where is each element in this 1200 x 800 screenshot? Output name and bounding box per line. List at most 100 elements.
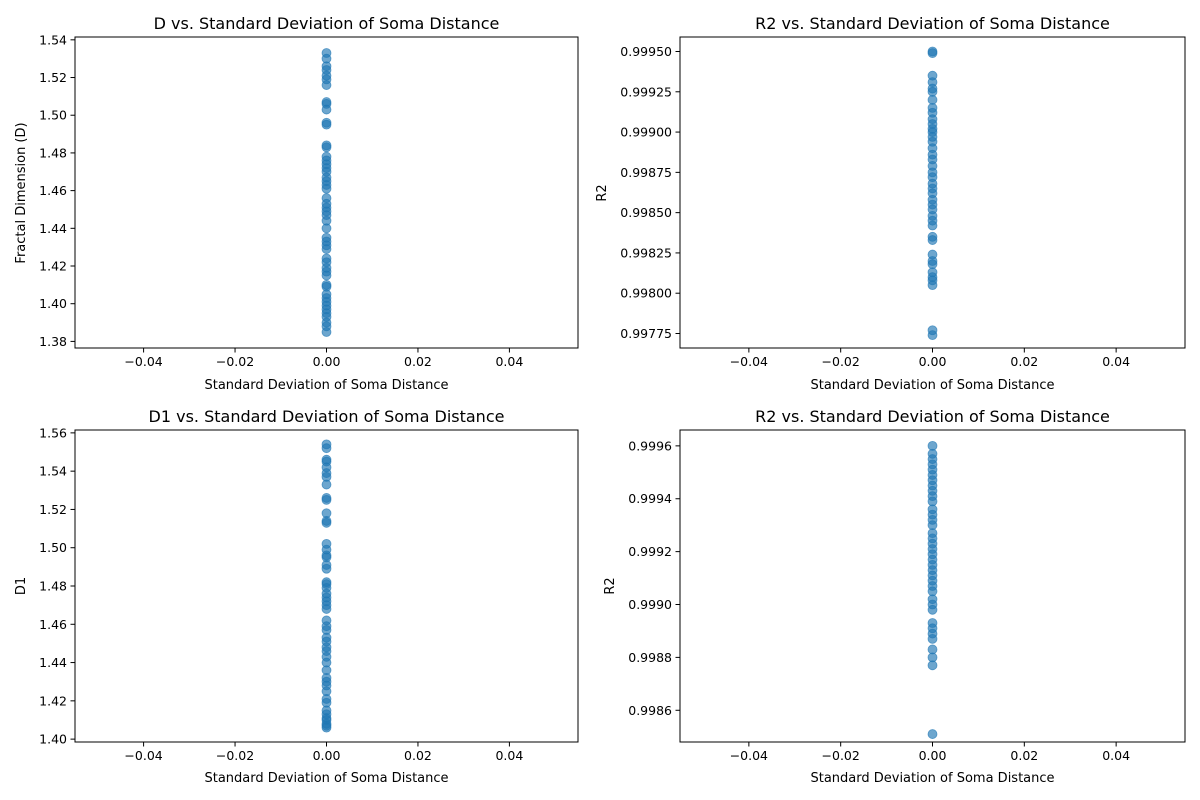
y-tick-label: 1.38 bbox=[39, 334, 67, 349]
x-tick-label: −0.02 bbox=[216, 748, 254, 763]
scatter-point bbox=[321, 443, 332, 454]
scatter-point bbox=[321, 517, 332, 528]
x-axis-ticks: −0.04 −0.02 0.00 0.02 0.04 bbox=[730, 742, 1130, 763]
scatter-point bbox=[321, 244, 332, 254]
x-tick-label: 0.04 bbox=[1102, 748, 1130, 763]
scatter-point bbox=[927, 94, 938, 105]
x-tick-label: 0.02 bbox=[1010, 748, 1038, 763]
y-tick-label: 1.48 bbox=[39, 145, 67, 160]
scatter-point bbox=[321, 604, 332, 614]
x-tick-label: 0.02 bbox=[404, 748, 432, 763]
y-axis-ticks: 0.99775 0.99800 0.99825 0.99850 0.99875 0.999… bbox=[620, 44, 680, 341]
y-tick-label: 0.9988 bbox=[628, 650, 672, 665]
y-tick-label: 1.44 bbox=[39, 655, 67, 670]
y-tick-label: 0.99925 bbox=[620, 84, 672, 99]
x-axis-label: Standard Deviation of Soma Distance bbox=[810, 771, 1054, 786]
y-axis-label: D1 bbox=[14, 577, 29, 595]
y-tick-label: 1.42 bbox=[39, 259, 67, 274]
x-axis-label: Standard Deviation of Soma Distance bbox=[204, 771, 448, 786]
x-tick-label: −0.02 bbox=[216, 354, 254, 369]
y-tick-label: 1.46 bbox=[39, 183, 67, 198]
x-tick-label: −0.04 bbox=[124, 748, 162, 763]
x-axis-ticks: −0.04 −0.02 0.00 0.02 0.04 bbox=[730, 348, 1130, 369]
chart-title: D vs. Standard Deviation of Soma Distanc… bbox=[154, 14, 500, 33]
scatter-point bbox=[321, 223, 332, 234]
x-axis-label: Standard Deviation of Soma Distance bbox=[204, 378, 448, 393]
scatter-point bbox=[321, 563, 332, 574]
y-tick-label: 1.42 bbox=[39, 693, 67, 708]
y-tick-label: 1.44 bbox=[39, 221, 67, 236]
x-axis-ticks: −0.04 −0.02 0.00 0.02 0.04 bbox=[124, 348, 523, 369]
subplot-d1-vs-std: D1 vs. Standard Deviation of Soma Distan… bbox=[14, 407, 579, 786]
scatter-point bbox=[927, 48, 938, 59]
scatter-point bbox=[321, 119, 332, 130]
scatter-point bbox=[321, 80, 332, 90]
x-tick-label: 0.02 bbox=[404, 354, 432, 369]
y-tick-label: 1.46 bbox=[39, 617, 67, 632]
y-tick-label: 1.50 bbox=[39, 108, 67, 123]
scatter-points bbox=[321, 439, 332, 733]
y-tick-label: 0.9996 bbox=[628, 438, 672, 453]
x-tick-label: 0.02 bbox=[1010, 354, 1038, 369]
y-tick-label: 1.54 bbox=[39, 464, 67, 479]
y-tick-label: 1.40 bbox=[39, 296, 67, 311]
scatter-points bbox=[927, 46, 938, 341]
x-tick-label: 0.04 bbox=[495, 354, 523, 369]
y-tick-label: 0.99850 bbox=[620, 205, 672, 220]
x-axis-label: Standard Deviation of Soma Distance bbox=[810, 378, 1054, 393]
y-tick-label: 0.99775 bbox=[620, 326, 672, 341]
subplot-r2-vs-std-top: R2 vs. Standard Deviation of Soma Distan… bbox=[595, 14, 1186, 393]
scatter-point bbox=[321, 183, 332, 194]
y-tick-label: 0.9992 bbox=[628, 544, 672, 559]
x-tick-label: 0.04 bbox=[495, 748, 523, 763]
chart-title: D1 vs. Standard Deviation of Soma Distan… bbox=[149, 407, 505, 426]
subplot-d-vs-std: D vs. Standard Deviation of Soma Distanc… bbox=[14, 14, 579, 393]
x-tick-label: 0.00 bbox=[313, 354, 341, 369]
x-tick-label: −0.04 bbox=[124, 354, 162, 369]
scatter-point bbox=[927, 660, 938, 671]
scatter-point bbox=[927, 235, 938, 245]
y-tick-label: 0.99950 bbox=[620, 44, 672, 59]
x-tick-label: 0.00 bbox=[313, 748, 341, 763]
x-tick-label: −0.02 bbox=[822, 354, 860, 369]
scatter-point bbox=[321, 327, 332, 337]
scatter-point bbox=[321, 479, 332, 490]
x-tick-label: 0.00 bbox=[919, 748, 947, 763]
y-tick-label: 1.52 bbox=[39, 70, 67, 85]
x-tick-label: 0.00 bbox=[919, 354, 947, 369]
scatter-points bbox=[321, 48, 332, 337]
scatter-point bbox=[321, 270, 332, 281]
x-tick-label: −0.04 bbox=[730, 748, 768, 763]
y-tick-label: 0.99875 bbox=[620, 165, 672, 180]
scatter-point bbox=[927, 280, 938, 291]
y-tick-label: 1.56 bbox=[39, 425, 67, 440]
y-tick-label: 1.52 bbox=[39, 502, 67, 517]
x-tick-label: 0.04 bbox=[1102, 354, 1130, 369]
y-tick-label: 1.54 bbox=[39, 32, 67, 47]
y-tick-label: 1.48 bbox=[39, 579, 67, 594]
y-axis-ticks: 1.40 1.42 1.44 1.46 1.48 1.50 1.52 1.54 1.56 bbox=[39, 425, 75, 747]
scatter-point bbox=[321, 104, 332, 115]
x-tick-label: −0.02 bbox=[822, 748, 860, 763]
scatter-points bbox=[927, 440, 938, 739]
y-tick-label: 0.99825 bbox=[620, 245, 672, 260]
x-axis-ticks: −0.04 −0.02 0.00 0.02 0.04 bbox=[124, 742, 523, 763]
y-axis-label: R2 bbox=[595, 184, 610, 201]
x-tick-label: −0.04 bbox=[730, 354, 768, 369]
scatter-point bbox=[321, 142, 332, 153]
subplot-r2-vs-std-bottom: R2 vs. Standard Deviation of Soma Distan… bbox=[603, 407, 1186, 786]
scatter-point bbox=[321, 494, 332, 505]
y-tick-label: 0.9986 bbox=[628, 703, 672, 718]
scatter-point bbox=[927, 604, 938, 615]
scatter-point bbox=[927, 220, 938, 231]
scatter-point bbox=[927, 633, 938, 644]
y-tick-label: 0.99800 bbox=[620, 286, 672, 301]
scatter-point bbox=[927, 729, 938, 739]
y-tick-label: 0.9994 bbox=[628, 491, 672, 506]
chart-title: R2 vs. Standard Deviation of Soma Distan… bbox=[755, 407, 1110, 426]
y-axis-ticks: 0.9986 0.9988 0.9990 0.9992 0.9994 0.9996 bbox=[628, 438, 680, 718]
y-axis-ticks: 1.38 1.40 1.42 1.44 1.46 1.48 1.50 1.52 1.54 bbox=[39, 32, 75, 349]
y-axis-label: Fractal Dimension (D) bbox=[14, 122, 29, 263]
